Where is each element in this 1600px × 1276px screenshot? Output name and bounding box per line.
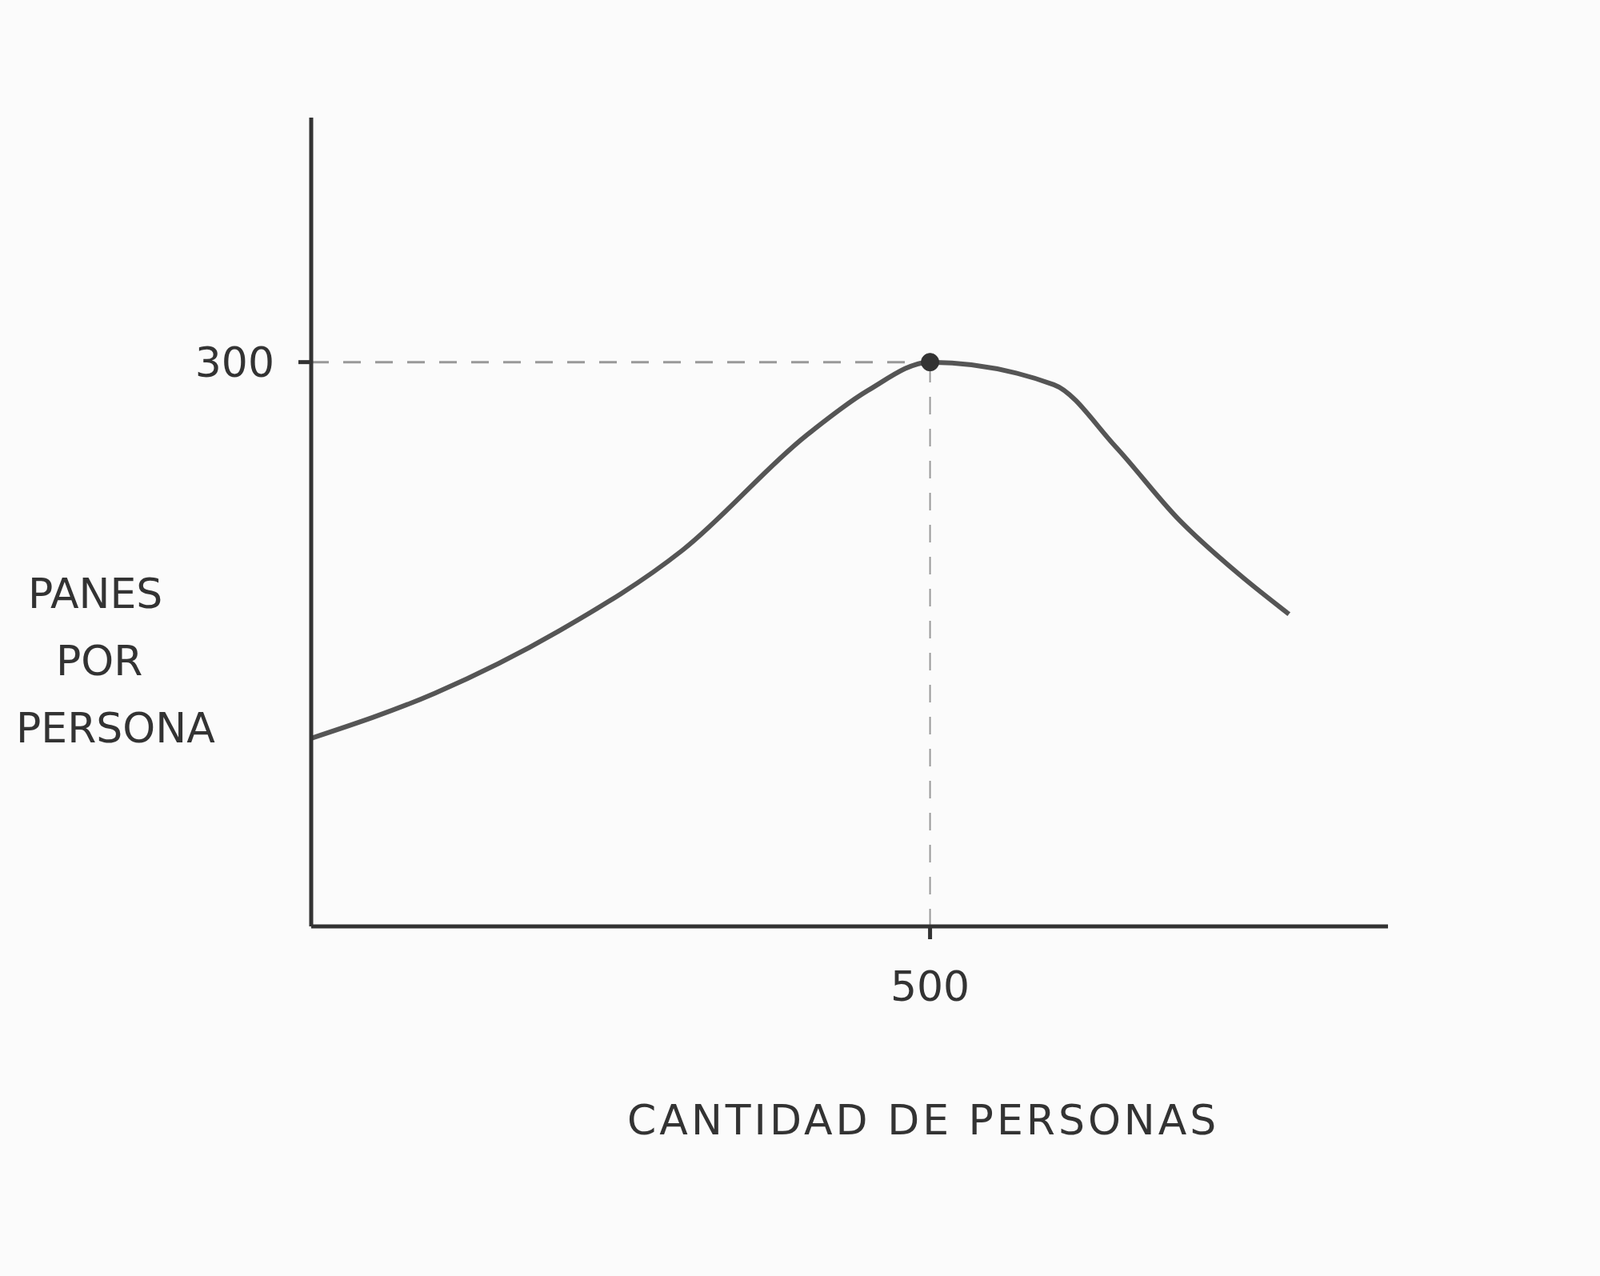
html-text:CANTIDAD DE PERSONAS: CANTIDAD DE PERSONAS <box>627 1096 1220 1144</box>
svg-text:500: 500 <box>890 962 970 1011</box>
html-text:PANES: PANES <box>28 569 163 618</box>
svg-text:300: 300 <box>195 338 275 387</box>
html-text:PERSONA: PERSONA <box>16 704 216 752</box>
html-text:POR: POR <box>56 636 143 685</box>
